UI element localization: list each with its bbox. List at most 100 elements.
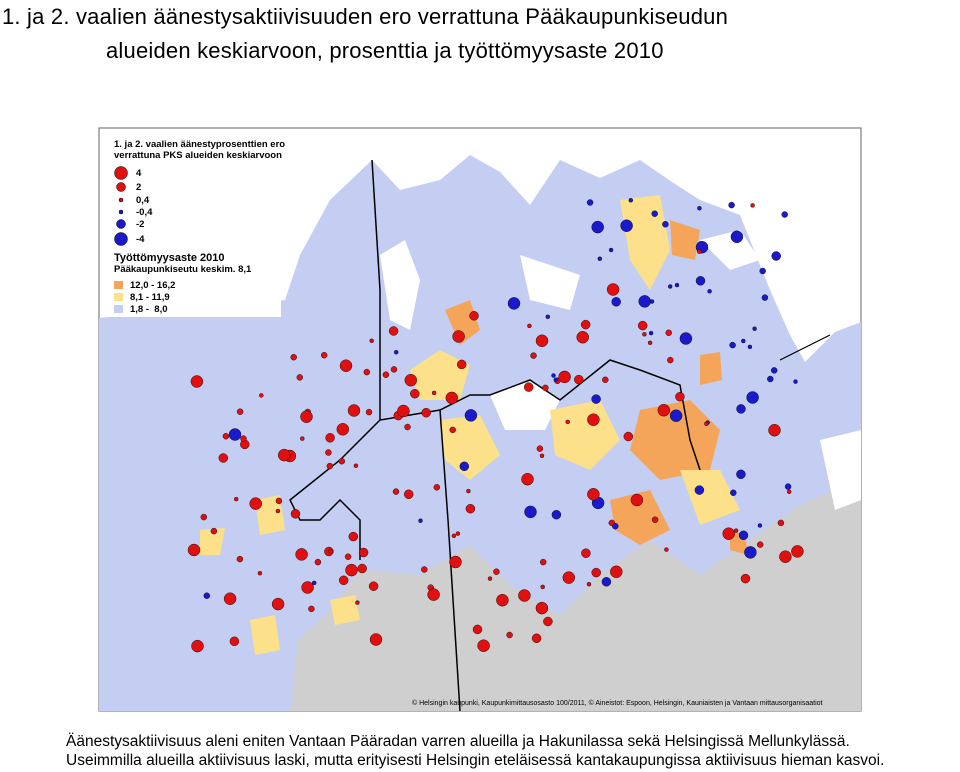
map-dot bbox=[752, 326, 757, 331]
map-dot bbox=[228, 428, 242, 441]
map-dot bbox=[451, 533, 457, 538]
map-dot bbox=[587, 413, 600, 426]
map-dot bbox=[761, 294, 769, 301]
legend-area-subtitle: Pääkaupunkiseutu keskim. 8,1 bbox=[114, 264, 252, 275]
map-dot bbox=[591, 567, 601, 578]
map-dot bbox=[601, 577, 612, 587]
map-dot bbox=[312, 580, 317, 586]
legend-area-label: 12,0 - 16,2 bbox=[130, 280, 175, 291]
map-dot bbox=[431, 390, 437, 396]
legend-dot bbox=[116, 182, 126, 192]
map-dot bbox=[757, 541, 764, 548]
map-dot bbox=[506, 631, 513, 639]
legend-dot bbox=[114, 232, 128, 246]
map-dot bbox=[651, 516, 659, 523]
map-dot bbox=[469, 311, 479, 321]
map-dot bbox=[750, 203, 755, 208]
map-dot bbox=[542, 384, 549, 392]
map-dot bbox=[586, 582, 592, 587]
map-dot bbox=[551, 510, 562, 520]
legend-dot bbox=[116, 219, 126, 229]
map-dot bbox=[464, 409, 478, 422]
map-dot bbox=[433, 484, 440, 491]
map-dot bbox=[586, 199, 594, 206]
map-dot bbox=[638, 295, 651, 308]
map-dot bbox=[597, 256, 602, 261]
map-dot bbox=[369, 338, 374, 343]
map-dot bbox=[779, 550, 792, 563]
map-dot bbox=[647, 340, 653, 345]
caption-line: Useimmilla alueilla aktiivisuus laski, m… bbox=[66, 752, 884, 769]
map-dot bbox=[562, 571, 575, 584]
border bbox=[439, 409, 461, 712]
map-dot bbox=[321, 352, 328, 359]
map-dot bbox=[574, 374, 584, 385]
map-dot bbox=[587, 488, 600, 501]
map-dot bbox=[576, 331, 589, 344]
map-dot bbox=[791, 545, 804, 558]
map-dot bbox=[388, 326, 399, 336]
map-dot bbox=[771, 367, 778, 374]
map-dot bbox=[348, 531, 358, 542]
map-dot bbox=[539, 453, 545, 458]
legend-swatch bbox=[114, 305, 123, 313]
map-dot bbox=[459, 461, 469, 471]
map-dot bbox=[187, 543, 201, 557]
map-dot bbox=[697, 249, 702, 254]
legend-swatch bbox=[114, 281, 123, 289]
legend-dot bbox=[114, 166, 128, 180]
map-dot bbox=[369, 633, 383, 646]
copyright: © Helsingin kaupunki, Kaupunkimittausosa… bbox=[412, 699, 823, 707]
map-dot bbox=[278, 448, 291, 462]
legend-dot bbox=[118, 209, 124, 215]
map-dot bbox=[531, 633, 542, 643]
map-dot bbox=[784, 483, 792, 490]
yellow-area bbox=[620, 195, 670, 290]
map-dot bbox=[404, 374, 417, 387]
map-dot bbox=[301, 581, 314, 594]
map-dot bbox=[236, 408, 244, 415]
map-dot bbox=[736, 404, 746, 414]
map-dot bbox=[300, 436, 305, 441]
map-dot bbox=[781, 211, 788, 218]
orange-area bbox=[630, 400, 720, 480]
map-dot bbox=[496, 594, 509, 607]
map-dot bbox=[669, 409, 683, 422]
map-dot bbox=[275, 497, 283, 505]
map-dot bbox=[233, 496, 239, 502]
legend-dot-label: 2 bbox=[136, 182, 141, 193]
map-dot bbox=[730, 230, 744, 244]
map-dot bbox=[524, 505, 537, 519]
map-dot bbox=[524, 382, 534, 392]
map-dot bbox=[741, 338, 746, 344]
map-dot bbox=[565, 419, 570, 425]
legend-dot-label: 0,4 bbox=[136, 195, 150, 206]
legend-dot-label: -4 bbox=[136, 234, 145, 245]
title-line: 1. ja 2. vaalien äänestysaktiivisuuden e… bbox=[2, 4, 728, 29]
map-dot bbox=[314, 558, 322, 566]
map-dot bbox=[353, 463, 359, 468]
legend: 1. ja 2. vaalien äänestyprosenttien ero … bbox=[104, 133, 285, 317]
map-dot bbox=[363, 368, 370, 376]
map-dot bbox=[218, 453, 229, 463]
map-dot bbox=[651, 210, 658, 217]
map-dot bbox=[358, 547, 369, 558]
map-dot bbox=[394, 350, 399, 355]
map-dot bbox=[449, 555, 462, 569]
map-dot bbox=[738, 530, 749, 540]
map-dot bbox=[326, 462, 333, 470]
map-dot bbox=[472, 624, 483, 635]
map-dot bbox=[203, 592, 211, 599]
map-dot bbox=[553, 377, 558, 382]
yellow-area bbox=[250, 615, 280, 655]
map-dot bbox=[259, 393, 264, 398]
map: © Helsingin kaupunki, Kaupunkimittausosa… bbox=[98, 127, 862, 712]
white-area bbox=[700, 230, 760, 270]
map-dot bbox=[325, 433, 335, 443]
legend-area-label: 8,1 - 11,9 bbox=[130, 292, 170, 303]
white-area bbox=[520, 255, 580, 310]
map-dot bbox=[767, 375, 774, 383]
map-dot bbox=[392, 488, 400, 495]
map-dot bbox=[357, 563, 367, 574]
